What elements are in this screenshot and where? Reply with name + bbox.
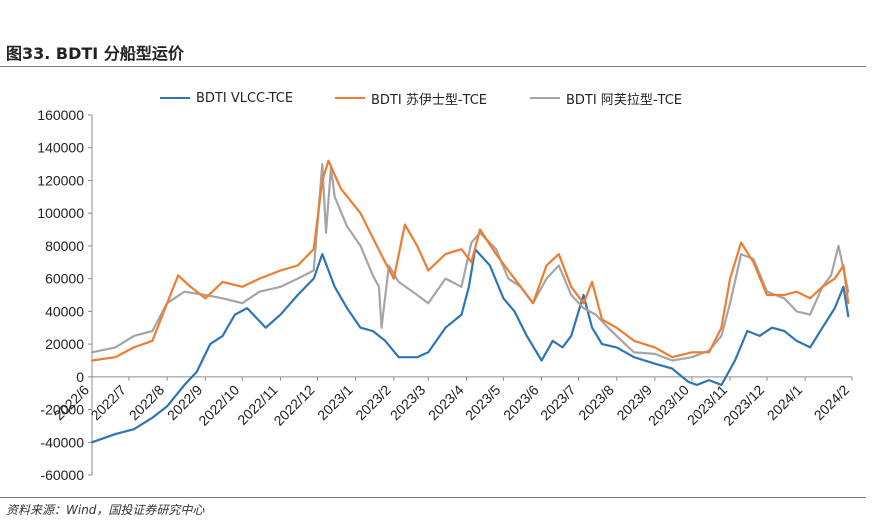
y-tick-label: 120000 (37, 172, 84, 188)
legend-label-suezmax: BDTI 苏伊士型-TCE (371, 92, 487, 108)
legend-swatch-aframax (530, 97, 560, 99)
legend-label-aframax: BDTI 阿芙拉型-TCE (566, 92, 682, 108)
y-tick-label: -20000 (40, 402, 84, 418)
y-tick-label: 20000 (45, 336, 84, 352)
x-tick-label: 2023/1 (314, 381, 356, 423)
title-divider (0, 66, 866, 67)
x-tick-label: 2023/5 (462, 381, 504, 423)
series-layer (90, 159, 850, 444)
y-tick-label: -60000 (40, 467, 84, 483)
legend-item-aframax: BDTI 阿芙拉型-TCE (530, 88, 682, 108)
source-note: 资料来源：Wind，国投证券研究中心 (6, 503, 205, 517)
series-line-2 (90, 163, 850, 362)
x-tick-label: 2023/7 (537, 381, 579, 423)
y-tick-label: 100000 (37, 205, 84, 221)
y-tick-label: 40000 (45, 303, 84, 319)
chart-legend: BDTI VLCC-TCE BDTI 苏伊士型-TCE BDTI 阿芙拉型-TC… (0, 88, 873, 108)
y-axis: -60000 -40000 -20000 0 20000 40000 60000 80000 1… (37, 107, 93, 483)
x-tick-label: 2023/12 (720, 381, 767, 428)
y-tick-label: 0 (76, 369, 84, 385)
x-tick-label: 2023/6 (500, 381, 542, 423)
x-tick-label: 2023/10 (645, 381, 692, 428)
legend-item-suezmax: BDTI 苏伊士型-TCE (335, 88, 487, 108)
x-tick-label: 2022/12 (270, 381, 317, 428)
x-tick-label: 2022/10 (195, 381, 242, 428)
x-tick-label: 2022/7 (87, 381, 129, 423)
x-tick-label: 2024/2 (811, 381, 853, 423)
x-tick-label: 2022/8 (126, 381, 168, 423)
y-tick-label: 60000 (45, 271, 84, 287)
x-tick-label: 2024/1 (764, 381, 806, 423)
legend-swatch-suezmax (335, 97, 365, 99)
legend-swatch-vlcc (160, 97, 190, 99)
y-tick-label: 80000 (45, 238, 84, 254)
legend-item-vlcc: BDTI VLCC-TCE (160, 88, 293, 108)
footer-divider (0, 497, 866, 498)
line-chart: -60000 -40000 -20000 0 20000 40000 60000 80000 1… (37, 107, 853, 483)
legend-label-vlcc: BDTI VLCC-TCE (196, 90, 294, 106)
series-line-0 (90, 248, 850, 444)
y-tick-label: -40000 (40, 434, 84, 450)
y-tick-label: 140000 (37, 140, 84, 156)
figure-title: 图33. BDTI 分船型运价 (6, 44, 184, 63)
y-tick-label: 160000 (37, 107, 84, 123)
series-line-1 (90, 159, 850, 362)
x-tick-label: 2023/3 (387, 381, 429, 423)
x-tick-label: 2023/4 (425, 381, 467, 423)
x-tick-label: 2023/8 (575, 381, 617, 423)
x-tick-label: 2023/2 (352, 381, 394, 423)
